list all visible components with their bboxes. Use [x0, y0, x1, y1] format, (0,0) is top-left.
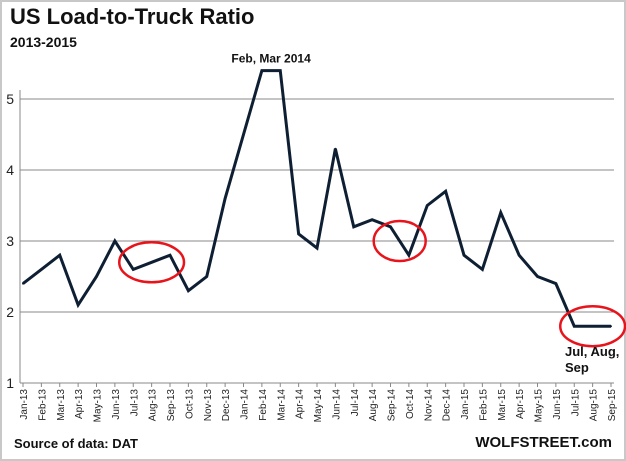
data-point — [518, 254, 521, 257]
data-point — [334, 147, 337, 150]
annotation-low-2: Sep — [565, 360, 589, 375]
data-point — [95, 275, 98, 278]
y-tick-label: 5 — [6, 91, 14, 107]
data-point — [499, 211, 502, 214]
data-point — [22, 282, 24, 285]
x-tick-label: Aug-15 — [589, 389, 600, 422]
data-point — [352, 225, 355, 228]
data-point — [150, 261, 153, 264]
y-tick-label: 2 — [6, 304, 14, 320]
x-tick-label: Feb-13 — [37, 389, 48, 421]
x-tick-label: Jun-13 — [111, 389, 122, 420]
data-point — [444, 190, 447, 193]
x-tick-label: Dec-13 — [221, 389, 232, 422]
x-tick-label: Aug-14 — [368, 389, 379, 422]
highlight-ellipse — [118, 241, 186, 284]
x-tick-label: Jun-15 — [552, 389, 563, 420]
data-point — [610, 325, 612, 328]
data-point — [463, 254, 465, 257]
x-tick-label: Mar-13 — [56, 389, 67, 421]
data-point — [58, 254, 61, 257]
x-tick-label: Sep-14 — [387, 389, 398, 422]
x-tick-label: Oct-14 — [405, 389, 416, 419]
x-tick-label: Sep-13 — [166, 389, 177, 422]
x-tick-label: May-14 — [313, 389, 324, 423]
data-point — [554, 282, 557, 285]
x-tick-label: Feb-14 — [258, 389, 269, 421]
x-tick-label: May-15 — [534, 389, 545, 423]
y-tick-label: 4 — [6, 162, 14, 178]
x-tick-label: Mar-15 — [497, 389, 508, 421]
annotation-low: Jul, Aug, — [565, 344, 619, 359]
data-point — [536, 275, 539, 278]
x-tick-label: Jul-14 — [350, 389, 361, 417]
data-point — [113, 240, 116, 242]
data-point — [169, 254, 171, 257]
series-line — [22, 69, 611, 328]
y-tick-label: 1 — [6, 375, 14, 391]
annotation-peak: Feb, Mar 2014 — [231, 52, 311, 66]
source-note: Source of data: DAT — [14, 436, 138, 451]
data-point — [297, 232, 300, 235]
x-tick-label: Feb-15 — [478, 389, 489, 421]
x-tick-label: Jun-14 — [331, 389, 342, 420]
chart-subtitle: 2013-2015 — [10, 34, 77, 50]
x-tick-label: Mar-14 — [276, 389, 287, 421]
x-tick-label: Sep-15 — [607, 389, 618, 422]
x-tick-label: Nov-13 — [203, 389, 214, 422]
x-tick-label: Apr-13 — [74, 389, 85, 419]
data-point — [426, 204, 429, 207]
data-point — [224, 197, 227, 200]
x-tick-label: Oct-13 — [184, 389, 195, 419]
x-tick-label: Apr-14 — [295, 389, 306, 419]
x-tick-label: Dec-14 — [442, 389, 453, 422]
x-tick-label: Aug-13 — [148, 389, 159, 422]
x-tick-label: Apr-15 — [515, 389, 526, 419]
data-point — [407, 254, 410, 257]
highlight-ellipse — [372, 219, 427, 263]
data-point — [371, 218, 374, 221]
data-point — [591, 325, 594, 328]
data-point — [279, 69, 282, 72]
y-tick-label: 3 — [6, 233, 14, 249]
data-point — [389, 225, 392, 228]
data-point — [573, 325, 576, 328]
data-point — [77, 303, 80, 306]
chart-title: US Load-to-Truck Ratio — [10, 4, 255, 29]
data-point — [242, 133, 245, 136]
brand-label: WOLFSTREET.com — [475, 434, 612, 451]
x-tick-label: Nov-14 — [423, 389, 434, 422]
data-point — [187, 289, 190, 292]
data-point — [260, 69, 263, 72]
data-point — [481, 268, 484, 271]
x-tick-label: May-13 — [93, 389, 104, 423]
x-tick-label: Jan-13 — [19, 389, 30, 420]
data-point — [40, 268, 43, 271]
highlight-ellipse — [559, 304, 626, 348]
x-tick-label: Jan-15 — [460, 389, 471, 420]
data-point — [132, 268, 135, 271]
data-point — [316, 247, 318, 250]
x-tick-label: Jul-13 — [129, 389, 140, 417]
x-tick-label: Jul-15 — [570, 389, 581, 417]
x-tick-label: Jan-14 — [240, 389, 251, 420]
data-point — [205, 275, 208, 278]
